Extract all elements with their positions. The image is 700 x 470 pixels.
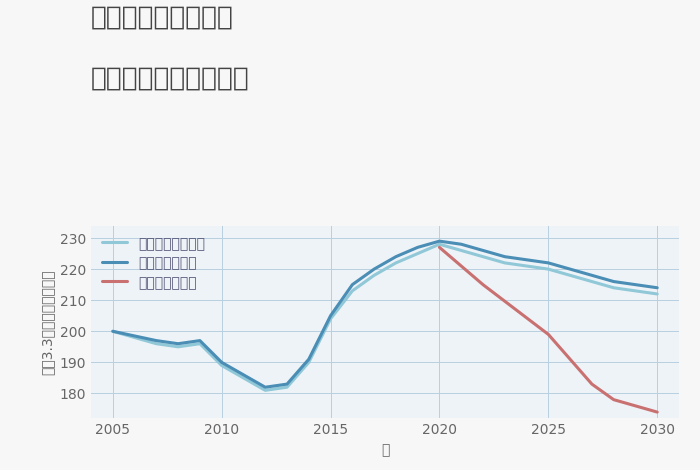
Line: ノーマルシナリオ: ノーマルシナリオ — [113, 244, 657, 390]
ノーマルシナリオ — [500, 260, 509, 266]
グッドシナリオ — [610, 279, 618, 284]
ノーマルシナリオ — [544, 266, 552, 272]
ノーマルシナリオ — [152, 341, 160, 346]
グッドシナリオ — [304, 356, 313, 362]
ノーマルシナリオ — [610, 285, 618, 290]
ノーマルシナリオ — [108, 329, 117, 334]
Line: グッドシナリオ: グッドシナリオ — [113, 241, 657, 387]
バッドシナリオ — [610, 397, 618, 402]
ノーマルシナリオ — [326, 316, 335, 321]
グッドシナリオ — [239, 372, 248, 377]
ノーマルシナリオ — [283, 384, 291, 390]
グッドシナリオ — [544, 260, 552, 266]
ノーマルシナリオ — [522, 263, 531, 269]
グッドシナリオ — [653, 285, 662, 290]
Text: 中古戸建ての価格推移: 中古戸建ての価格推移 — [91, 66, 250, 92]
ノーマルシナリオ — [174, 344, 182, 350]
バッドシナリオ — [479, 282, 487, 288]
グッドシナリオ — [108, 329, 117, 334]
グッドシナリオ — [348, 282, 356, 288]
ノーマルシナリオ — [304, 360, 313, 365]
ノーマルシナリオ — [588, 279, 596, 284]
グッドシナリオ — [631, 282, 640, 288]
グッドシナリオ — [457, 242, 466, 247]
ノーマルシナリオ — [218, 363, 226, 368]
ノーマルシナリオ — [479, 254, 487, 259]
グッドシナリオ — [588, 273, 596, 278]
グッドシナリオ — [370, 266, 378, 272]
ノーマルシナリオ — [196, 341, 204, 346]
バッドシナリオ — [435, 244, 444, 250]
グッドシナリオ — [152, 338, 160, 344]
グッドシナリオ — [196, 338, 204, 344]
ノーマルシナリオ — [239, 375, 248, 381]
バッドシナリオ — [588, 381, 596, 387]
グッドシナリオ — [326, 313, 335, 319]
ノーマルシナリオ — [392, 260, 400, 266]
グッドシナリオ — [566, 266, 574, 272]
ノーマルシナリオ — [261, 387, 270, 393]
Text: 東京都江東区新砂の: 東京都江東区新砂の — [91, 5, 234, 31]
グッドシナリオ — [218, 360, 226, 365]
Line: バッドシナリオ: バッドシナリオ — [440, 247, 657, 412]
X-axis label: 年: 年 — [381, 443, 389, 457]
グッドシナリオ — [435, 238, 444, 244]
ノーマルシナリオ — [348, 288, 356, 294]
Legend: ノーマルシナリオ, グッドシナリオ, バッドシナリオ: ノーマルシナリオ, グッドシナリオ, バッドシナリオ — [97, 231, 211, 295]
グッドシナリオ — [174, 341, 182, 346]
グッドシナリオ — [500, 254, 509, 259]
ノーマルシナリオ — [457, 248, 466, 253]
グッドシナリオ — [522, 257, 531, 263]
グッドシナリオ — [392, 254, 400, 259]
ノーマルシナリオ — [631, 288, 640, 294]
グッドシナリオ — [479, 248, 487, 253]
グッドシナリオ — [414, 244, 422, 250]
バッドシナリオ — [653, 409, 662, 415]
ノーマルシナリオ — [435, 242, 444, 247]
ノーマルシナリオ — [370, 273, 378, 278]
ノーマルシナリオ — [414, 251, 422, 257]
バッドシナリオ — [544, 331, 552, 337]
グッドシナリオ — [261, 384, 270, 390]
ノーマルシナリオ — [653, 291, 662, 297]
バッドシナリオ — [631, 403, 640, 409]
ノーマルシナリオ — [566, 273, 574, 278]
グッドシナリオ — [283, 381, 291, 387]
Y-axis label: 坪（3.3㎡）単価（万円）: 坪（3.3㎡）単価（万円） — [40, 269, 54, 375]
